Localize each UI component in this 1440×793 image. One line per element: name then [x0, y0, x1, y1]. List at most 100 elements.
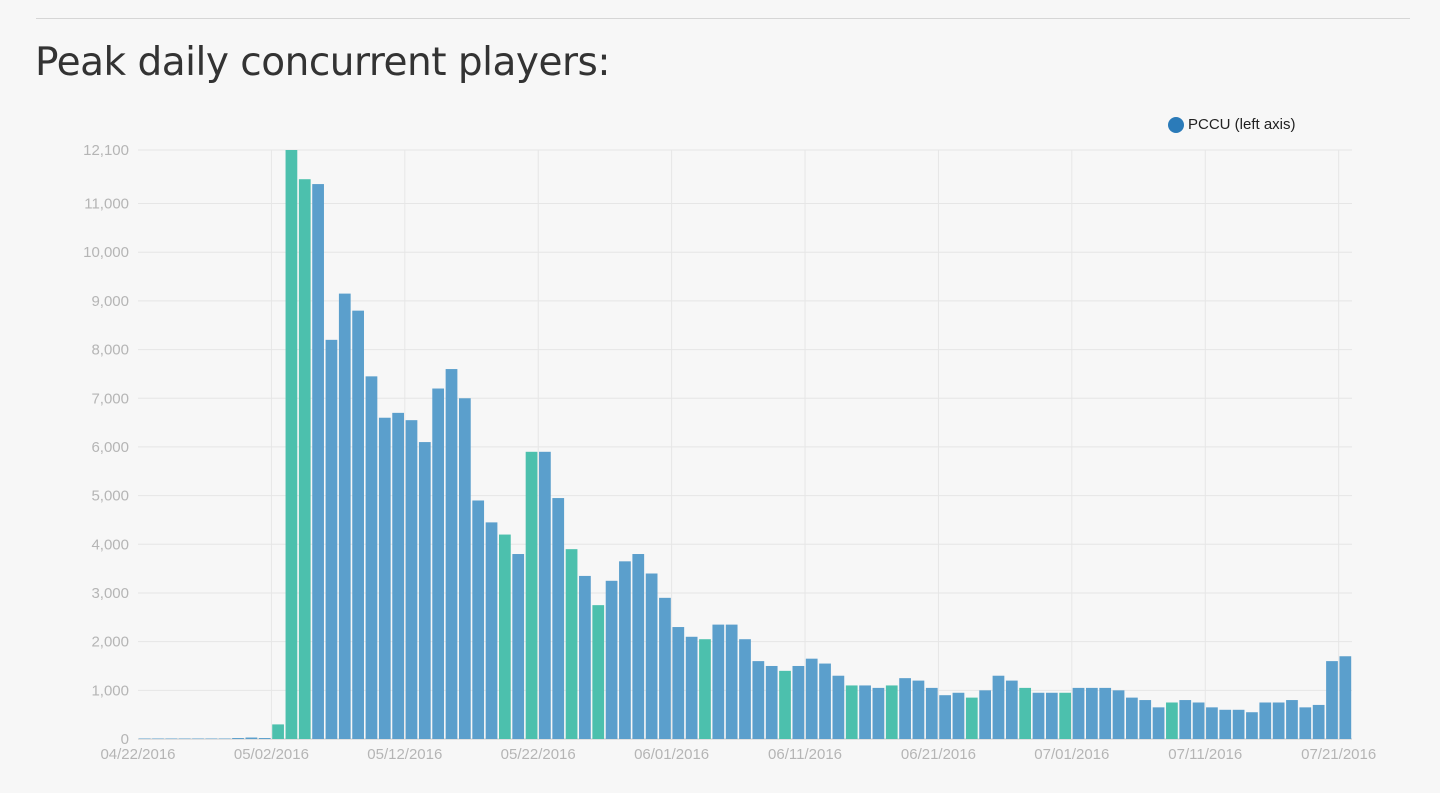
- y-tick-label: 7,000: [91, 390, 129, 407]
- bar[interactable]: [925, 687, 938, 739]
- bar[interactable]: [672, 627, 685, 739]
- bar[interactable]: [779, 670, 791, 739]
- y-tick-label: 9,000: [91, 293, 129, 310]
- bar[interactable]: [872, 687, 885, 739]
- bar[interactable]: [885, 685, 898, 739]
- bar[interactable]: [338, 293, 351, 739]
- bar[interactable]: [819, 663, 831, 739]
- bar[interactable]: [739, 639, 751, 739]
- bar[interactable]: [965, 697, 978, 739]
- bar[interactable]: [619, 561, 631, 739]
- y-tick-label: 4,000: [91, 536, 129, 553]
- bar[interactable]: [192, 738, 204, 740]
- bar[interactable]: [552, 498, 565, 739]
- bar[interactable]: [272, 724, 284, 739]
- bar[interactable]: [1272, 702, 1285, 739]
- bar[interactable]: [445, 369, 458, 739]
- bar[interactable]: [245, 737, 258, 739]
- bar[interactable]: [1032, 692, 1045, 739]
- bar[interactable]: [899, 678, 911, 739]
- bar[interactable]: [1206, 707, 1218, 739]
- bar[interactable]: [632, 554, 645, 739]
- bar[interactable]: [232, 738, 244, 739]
- bar[interactable]: [939, 695, 951, 739]
- bar[interactable]: [512, 554, 525, 739]
- bar[interactable]: [205, 738, 218, 740]
- bar[interactable]: [285, 150, 298, 739]
- bar[interactable]: [1326, 661, 1338, 739]
- y-tick-label: 3,000: [91, 585, 129, 602]
- bar[interactable]: [699, 639, 711, 739]
- bar[interactable]: [392, 412, 405, 739]
- bar[interactable]: [178, 738, 191, 740]
- chart-legend[interactable]: PCCU (left axis): [1168, 116, 1296, 133]
- bar[interactable]: [1192, 702, 1205, 739]
- bar[interactable]: [1166, 702, 1178, 739]
- bar[interactable]: [592, 605, 605, 739]
- bar[interactable]: [218, 738, 231, 740]
- bar[interactable]: [1219, 709, 1232, 739]
- bar[interactable]: [258, 738, 271, 739]
- bar[interactable]: [405, 420, 418, 739]
- bar[interactable]: [432, 388, 445, 739]
- bar[interactable]: [1152, 707, 1165, 739]
- bar[interactable]: [1072, 687, 1085, 739]
- bar[interactable]: [418, 442, 431, 739]
- bar[interactable]: [805, 658, 818, 739]
- y-tick-label: 8,000: [91, 342, 129, 359]
- bar[interactable]: [579, 575, 591, 739]
- bar[interactable]: [725, 624, 738, 739]
- bar[interactable]: [325, 339, 338, 739]
- bar[interactable]: [752, 661, 765, 739]
- bar[interactable]: [605, 580, 618, 739]
- bar[interactable]: [499, 534, 511, 739]
- bar[interactable]: [1085, 687, 1098, 739]
- bar[interactable]: [365, 376, 378, 739]
- bar[interactable]: [1246, 712, 1258, 739]
- bar[interactable]: [539, 451, 551, 739]
- bar[interactable]: [1005, 680, 1018, 739]
- bar[interactable]: [792, 665, 805, 739]
- bar[interactable]: [378, 417, 391, 739]
- bar[interactable]: [138, 738, 151, 740]
- bar[interactable]: [472, 500, 485, 739]
- bar[interactable]: [1312, 704, 1325, 739]
- bar[interactable]: [1019, 687, 1032, 739]
- bar[interactable]: [458, 398, 471, 739]
- bar[interactable]: [1112, 690, 1125, 739]
- bar[interactable]: [298, 179, 311, 739]
- bar[interactable]: [765, 665, 778, 739]
- x-tick-label: 07/21/2016: [1301, 746, 1376, 763]
- bar[interactable]: [1059, 692, 1072, 739]
- bar[interactable]: [1339, 656, 1352, 739]
- bar[interactable]: [1179, 700, 1192, 739]
- bar[interactable]: [992, 675, 1005, 739]
- bar[interactable]: [312, 184, 324, 739]
- bar[interactable]: [1259, 702, 1272, 739]
- bar[interactable]: [1286, 700, 1298, 739]
- bar[interactable]: [152, 738, 164, 740]
- bar[interactable]: [659, 597, 671, 739]
- bar[interactable]: [859, 685, 871, 739]
- y-tick-label: 6,000: [91, 439, 129, 456]
- bar[interactable]: [685, 636, 698, 739]
- bar[interactable]: [712, 624, 725, 739]
- bar[interactable]: [832, 675, 845, 739]
- bar[interactable]: [645, 573, 658, 740]
- bar[interactable]: [979, 690, 991, 739]
- bar[interactable]: [1099, 687, 1112, 739]
- bar[interactable]: [525, 451, 538, 739]
- y-tick-label: 5,000: [91, 488, 129, 505]
- bar[interactable]: [952, 692, 965, 739]
- bar[interactable]: [1299, 707, 1312, 739]
- bar[interactable]: [165, 738, 178, 740]
- bar[interactable]: [565, 549, 578, 739]
- bar[interactable]: [485, 522, 498, 739]
- bar[interactable]: [352, 310, 364, 739]
- bar[interactable]: [1139, 700, 1152, 739]
- bar[interactable]: [1232, 709, 1245, 739]
- bar[interactable]: [1045, 692, 1058, 739]
- bar[interactable]: [1126, 697, 1138, 739]
- bar[interactable]: [845, 685, 858, 739]
- bar[interactable]: [912, 680, 925, 739]
